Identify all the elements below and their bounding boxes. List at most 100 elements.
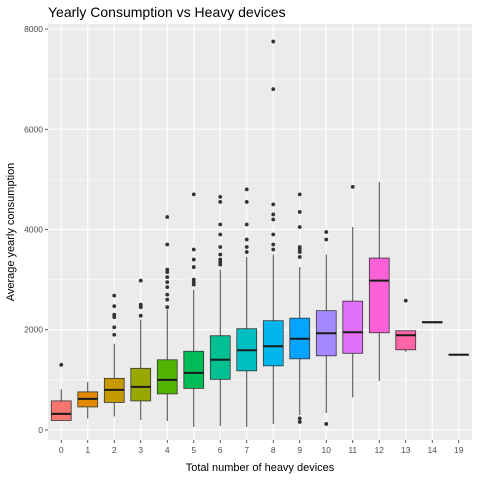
- box-9: [289, 192, 311, 424]
- y-tick-label: 8000: [24, 24, 43, 34]
- outlier-point: [244, 237, 249, 242]
- y-tick-label: 6000: [24, 124, 43, 134]
- box-5: [183, 192, 205, 427]
- outlier-point: [112, 312, 117, 317]
- outlier-point: [324, 230, 329, 234]
- box-body: [50, 400, 72, 421]
- outlier-point: [271, 217, 276, 222]
- outlier-point: [165, 267, 170, 272]
- y-tick-label: 0: [38, 425, 43, 435]
- outlier-point: [244, 222, 249, 227]
- outlier-point: [165, 242, 170, 247]
- outlier-point: [165, 292, 170, 297]
- x-tick-label: 13: [401, 445, 411, 455]
- chart-title: Yearly Consumption vs Heavy devices: [48, 4, 286, 20]
- outlier-point: [218, 222, 223, 227]
- outlier-point: [297, 225, 302, 229]
- outlier-point: [191, 247, 196, 252]
- outlier-point: [138, 313, 143, 318]
- x-tick-label: 6: [218, 445, 223, 455]
- x-tick-label: 5: [191, 445, 196, 455]
- outlier-point: [271, 247, 276, 252]
- outlier-point: [350, 184, 355, 189]
- outlier-point: [244, 250, 249, 254]
- outlier-point: [403, 298, 408, 303]
- y-tick-label: 4000: [24, 224, 43, 234]
- x-tick-label: 10: [322, 445, 332, 455]
- outlier-point: [271, 39, 276, 44]
- x-tick-label: 14: [428, 445, 438, 455]
- x-tick-label: 1: [85, 445, 90, 455]
- outlier-point: [165, 280, 170, 285]
- box-body: [209, 335, 231, 380]
- outlier-point: [297, 420, 302, 424]
- outlier-point: [112, 332, 117, 337]
- y-axis-title: Average yearly consumption: [5, 163, 17, 302]
- outlier-point: [218, 200, 223, 204]
- outlier-point: [165, 275, 170, 280]
- x-axis-ticks: 0 1 2 3 4 5 6 7 8 9 10 11 12 13 14 19: [59, 440, 464, 455]
- x-tick-label: 12: [375, 445, 385, 455]
- outlier-point: [165, 215, 170, 219]
- box-body: [368, 257, 390, 334]
- box-12: [368, 181, 390, 381]
- outlier-point: [218, 257, 223, 262]
- box-6: [209, 195, 231, 426]
- outlier-point: [112, 304, 117, 309]
- x-axis-title: Total number of heavy devices: [186, 462, 335, 474]
- outlier-point: [244, 187, 249, 192]
- x-tick-label: 8: [271, 445, 276, 455]
- outlier-point: [297, 416, 302, 421]
- boxes-layer: [50, 39, 470, 427]
- outlier-point: [138, 302, 143, 307]
- outlier-point: [165, 297, 170, 302]
- x-tick-label: 3: [138, 445, 143, 455]
- outlier-point: [112, 325, 117, 330]
- box-8: [262, 39, 284, 424]
- outlier-point: [297, 245, 302, 249]
- outlier-point: [297, 210, 302, 214]
- outlier-point: [191, 265, 196, 269]
- box-3: [130, 278, 152, 420]
- outlier-point: [191, 192, 196, 197]
- box-0: [50, 362, 72, 421]
- box-19: [448, 353, 470, 356]
- box-body: [395, 330, 417, 351]
- outlier-point: [271, 242, 276, 247]
- outlier-point: [191, 277, 196, 282]
- outlier-point: [271, 87, 276, 92]
- outlier-point: [271, 232, 276, 237]
- box-body: [183, 350, 205, 389]
- x-tick-label: 0: [59, 445, 64, 455]
- outlier-point: [112, 293, 117, 298]
- x-tick-label: 2: [112, 445, 117, 455]
- outlier-point: [218, 245, 223, 249]
- outlier-point: [59, 362, 64, 367]
- x-tick-label: 4: [165, 445, 170, 455]
- outlier-point: [165, 285, 170, 290]
- box-body: [130, 367, 152, 402]
- box-body: [156, 359, 178, 395]
- box-14: [421, 321, 443, 324]
- y-tick-label: 2000: [24, 325, 43, 335]
- box-7: [236, 187, 258, 427]
- outlier-point: [218, 195, 223, 199]
- box-body: [262, 320, 284, 367]
- box-1: [77, 381, 99, 419]
- box-4: [156, 215, 178, 421]
- outlier-point: [138, 278, 143, 283]
- outlier-point: [191, 257, 196, 262]
- y-axis-ticks: 0 2000 4000 6000 8000: [24, 24, 48, 435]
- outlier-point: [324, 237, 329, 242]
- outlier-point: [324, 422, 329, 426]
- outlier-point: [244, 200, 249, 204]
- box-2: [103, 293, 125, 417]
- box-13: [395, 298, 417, 352]
- outlier-point: [271, 212, 276, 217]
- outlier-point: [297, 255, 302, 259]
- outlier-point: [297, 192, 302, 197]
- outlier-point: [218, 252, 223, 257]
- box-11: [342, 184, 364, 398]
- box-body: [342, 300, 364, 354]
